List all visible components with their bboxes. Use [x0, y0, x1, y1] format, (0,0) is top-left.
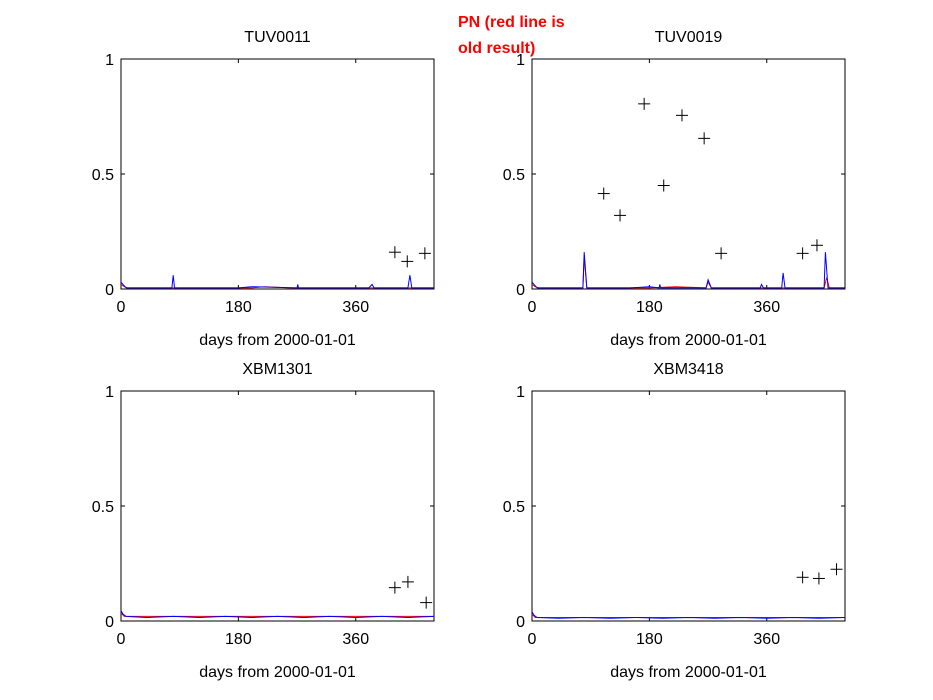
x-tick-label: 0 — [117, 299, 126, 316]
x-axis-label: days from 2000-01-01 — [199, 332, 356, 349]
y-tick-label: 1 — [516, 384, 525, 401]
plus-marker — [698, 132, 711, 145]
y-tick-label: 0.5 — [92, 499, 114, 516]
plus-marker — [675, 109, 688, 122]
plus-marker — [420, 596, 433, 609]
x-axis-label: days from 2000-01-01 — [610, 664, 767, 681]
y-tick-label: 0 — [516, 282, 525, 299]
new-result-line — [120, 275, 434, 289]
plus-marker — [401, 255, 414, 268]
plus-marker — [401, 575, 414, 588]
annotation: PN (red line is old result) — [458, 10, 628, 62]
plus-marker — [614, 209, 627, 222]
annotation-line-1: PN (red line is — [458, 14, 565, 31]
x-tick-label: 360 — [342, 299, 369, 316]
x-tick-label: 0 — [117, 631, 126, 648]
x-axis-label: days from 2000-01-01 — [610, 332, 767, 349]
y-tick-label: 0 — [105, 282, 114, 299]
y-tick-label: 0.5 — [503, 167, 525, 184]
chart-title: TUV0019 — [655, 29, 723, 46]
panel-1: 0 180 360 0 0.5 1 TUV0011 days from 2000-01-01 — [92, 29, 435, 349]
y-tick-label: 0 — [516, 614, 525, 631]
plus-marker — [715, 247, 728, 260]
y-tick-label: 1 — [105, 52, 114, 69]
plus-marker — [810, 239, 823, 252]
y-tick-label: 1 — [516, 52, 525, 69]
plus-marker — [812, 572, 825, 585]
x-tick-label: 360 — [753, 631, 780, 648]
y-tick-label: 0 — [105, 614, 114, 631]
new-result-line — [531, 252, 845, 289]
plus-marker — [418, 247, 431, 260]
panel-4: 0 180 360 0 0.5 1 XBM3418 days from 2000-01-01 — [503, 361, 846, 681]
x-tick-label: 360 — [753, 299, 780, 316]
x-tick-label: 180 — [636, 631, 663, 648]
x-tick-label: 0 — [528, 631, 537, 648]
chart-title: XBM3418 — [653, 361, 723, 378]
plus-marker — [657, 179, 670, 192]
y-tick-label: 1 — [105, 384, 114, 401]
chart-title: XBM1301 — [242, 361, 312, 378]
plus-marker — [388, 581, 401, 594]
new-result-line — [120, 610, 435, 619]
plot-frame — [120, 390, 435, 622]
plus-marker — [388, 246, 401, 259]
panel-2: 0 180 360 0 0.5 1 TUV0019 days from 2000-01-01 — [503, 29, 846, 349]
x-tick-label: 0 — [528, 299, 537, 316]
chart-title: TUV0011 — [244, 29, 311, 46]
plus-marker — [796, 247, 809, 260]
plus-marker — [830, 563, 843, 576]
x-tick-label: 180 — [225, 631, 252, 648]
plot-frame — [531, 58, 846, 290]
x-tick-label: 180 — [225, 299, 252, 316]
plot-frame — [531, 390, 846, 622]
new-result-line — [531, 611, 846, 619]
x-tick-label: 360 — [342, 631, 369, 648]
panel-3: 0 180 360 0 0.5 1 XBM1301 days from 2000-01-01 — [92, 361, 435, 681]
plus-marker — [597, 187, 610, 200]
plus-marker — [638, 97, 651, 110]
y-tick-label: 0.5 — [92, 167, 114, 184]
plot-frame — [120, 58, 435, 290]
y-tick-label: 0.5 — [503, 499, 525, 516]
x-axis-label: days from 2000-01-01 — [199, 664, 356, 681]
annotation-line-2: old result) — [458, 40, 536, 57]
plus-marker — [796, 571, 809, 584]
x-tick-label: 180 — [636, 299, 663, 316]
